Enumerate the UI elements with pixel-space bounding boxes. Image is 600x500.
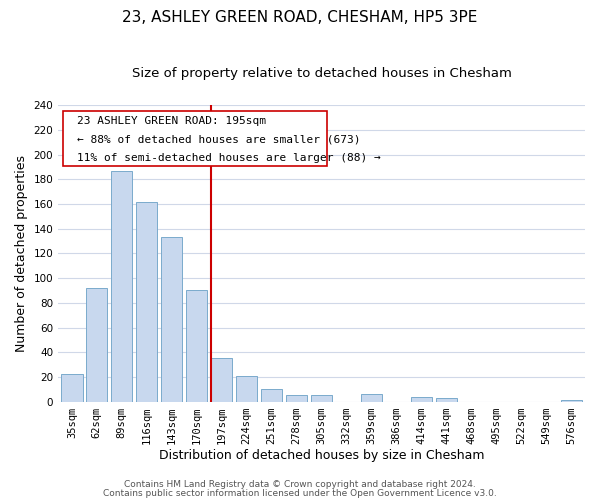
Text: 11% of semi-detached houses are larger (88) →: 11% of semi-detached houses are larger (… [77,152,380,162]
Bar [560,400,582,402]
Bar [161,238,182,402]
Bar [136,202,157,402]
Text: ← 88% of detached houses are smaller (673): ← 88% of detached houses are smaller (67… [77,135,360,145]
Title: Size of property relative to detached houses in Chesham: Size of property relative to detached ho… [131,68,512,80]
Text: Contains public sector information licensed under the Open Government Licence v3: Contains public sector information licen… [103,488,497,498]
Bar [186,290,208,402]
Bar [411,396,432,402]
Bar [361,394,382,402]
Bar [86,288,107,402]
FancyBboxPatch shape [64,111,327,166]
Bar [311,396,332,402]
Text: 23, ASHLEY GREEN ROAD, CHESHAM, HP5 3PE: 23, ASHLEY GREEN ROAD, CHESHAM, HP5 3PE [122,10,478,25]
Bar [286,396,307,402]
Bar [436,398,457,402]
Text: Contains HM Land Registry data © Crown copyright and database right 2024.: Contains HM Land Registry data © Crown c… [124,480,476,489]
Bar [61,374,83,402]
X-axis label: Distribution of detached houses by size in Chesham: Distribution of detached houses by size … [159,450,484,462]
Bar [111,170,133,402]
Bar [236,376,257,402]
Bar [261,389,282,402]
Y-axis label: Number of detached properties: Number of detached properties [15,155,28,352]
Bar [211,358,232,402]
Text: 23 ASHLEY GREEN ROAD: 195sqm: 23 ASHLEY GREEN ROAD: 195sqm [77,116,266,126]
